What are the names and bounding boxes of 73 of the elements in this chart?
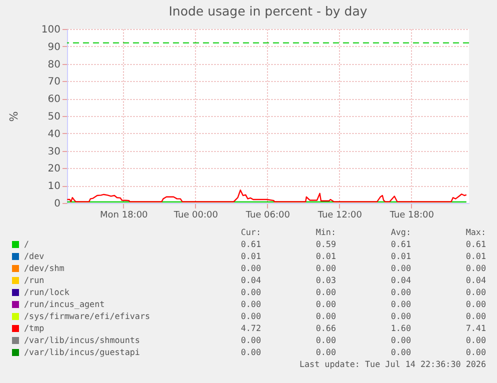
x-tick-label: Tue 18:00 [388, 210, 434, 220]
y-tick-label: 20 [48, 164, 60, 175]
text: 0.01 [240, 250, 261, 262]
text: 0.00 [464, 298, 486, 310]
text: 0.00 [240, 310, 261, 322]
text: 0.00 [390, 310, 411, 322]
text: 0.61 [464, 238, 486, 250]
y-tick-label: 0 [54, 198, 60, 210]
y-tick-label: 80 [48, 59, 60, 70]
legend-label: /sys/firmware/efi/efivars [23, 310, 152, 322]
text: 0.00 [314, 310, 336, 322]
text: 0.03 [314, 274, 336, 286]
text: 7.41 [464, 322, 486, 334]
text: 0.00 [390, 262, 411, 274]
legend-label: /run/lock [23, 286, 70, 298]
text: 0.00 [390, 334, 411, 346]
text: Avg: [390, 226, 411, 238]
text: Max: [464, 226, 486, 238]
text: 0.61 [240, 238, 261, 250]
text: 0.00 [314, 298, 336, 310]
y-tick-label: 30 [48, 146, 60, 158]
y-tick-label: 60 [48, 94, 60, 106]
x-tick-label: Tue 12:00 [316, 210, 362, 220]
text: 0.00 [240, 334, 261, 346]
text: 0.01 [314, 250, 336, 262]
text: 0.00 [314, 334, 336, 346]
text: 0.00 [314, 286, 336, 298]
text: 0.00 [464, 346, 486, 358]
text: 0.00 [240, 346, 261, 358]
text: 0.01 [390, 250, 411, 262]
legend-label: /dev [23, 250, 46, 262]
legend-label: /var/lib/incus/guestapi [23, 346, 141, 358]
legend-label: /run/incus_agent [23, 298, 106, 310]
y-tick-label: 50 [48, 112, 60, 122]
text: 0.00 [390, 346, 411, 358]
text: 0.04 [464, 274, 486, 286]
text: 0.00 [464, 310, 486, 322]
text: 0.66 [314, 322, 336, 334]
text: 0.00 [464, 334, 486, 346]
text: 0.61 [390, 238, 411, 250]
text: Cur: [240, 226, 261, 238]
y-tick-label: 10 [48, 181, 60, 192]
text: 0.00 [464, 262, 486, 274]
text: 0.00 [240, 262, 261, 274]
y-tick-label: 40 [48, 128, 60, 140]
y-tick-label: 90 [48, 42, 60, 53]
text: 0.00 [390, 298, 411, 310]
text: 0.01 [464, 250, 486, 262]
legend-label: /var/lib/incus/shmounts [23, 334, 141, 346]
text: 4.72 [240, 322, 261, 334]
text: 0.00 [390, 286, 411, 298]
text: 0.00 [464, 286, 486, 298]
text: 0.04 [240, 274, 261, 286]
text: 0.04 [390, 274, 411, 286]
text: 0.00 [240, 286, 261, 298]
legend-label: / [23, 238, 30, 250]
text: 0.00 [314, 346, 336, 358]
text: 0.00 [314, 262, 336, 274]
text: 0.00 [240, 298, 261, 310]
y-axis-title: % [7, 111, 20, 122]
x-tick-label: Tue 06:00 [244, 210, 290, 220]
y-tick-label: 70 [48, 76, 60, 88]
text: 0.59 [314, 238, 336, 250]
text: Last update: Tue Jul 14 22:36:30 2026 [298, 358, 486, 370]
chart-title: Inode usage in percent - by day [168, 4, 368, 18]
x-tick-label: Mon 18:00 [100, 210, 148, 220]
x-tick-label: Tue 00:00 [172, 210, 218, 220]
text: Min: [314, 226, 336, 238]
y-tick-label: 100 [41, 24, 60, 36]
legend-label: /run [23, 274, 46, 286]
legend-label: /tmp [23, 322, 46, 334]
legend-label: /dev/shm [23, 262, 66, 274]
text: 1.60 [390, 322, 411, 334]
